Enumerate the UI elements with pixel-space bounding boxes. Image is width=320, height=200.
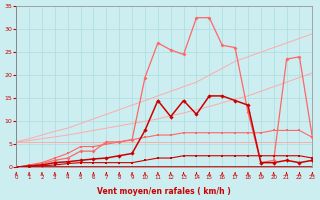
X-axis label: Vent moyen/en rafales ( km/h ): Vent moyen/en rafales ( km/h ) <box>97 187 231 196</box>
